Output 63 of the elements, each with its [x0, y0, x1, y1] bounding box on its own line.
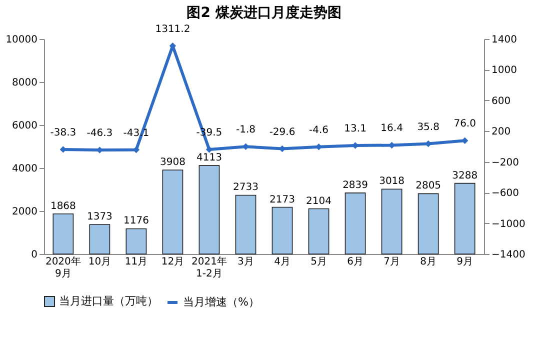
bar: [52, 213, 74, 254]
bar: [126, 228, 147, 254]
data-label: 13.1: [344, 123, 366, 134]
data-label: 2733: [233, 182, 258, 194]
data-label: 76.0: [454, 118, 476, 130]
x-tick-label: 8月: [420, 256, 437, 268]
bar: [454, 182, 476, 254]
x-tick-label: 2021年 1-2月: [192, 256, 227, 280]
y-tick-label: 4000: [12, 164, 38, 174]
data-label: 2839: [342, 180, 368, 191]
y2-tick-label: −600: [492, 188, 519, 200]
data-label: -29.6: [269, 126, 296, 138]
y-tick-label: 0: [31, 250, 38, 260]
bar: [308, 208, 330, 254]
bar: [89, 224, 110, 254]
y-tick-label: 10000: [6, 34, 38, 46]
data-label: 4113: [196, 152, 222, 164]
bar: [235, 194, 256, 254]
data-label: 3288: [452, 170, 478, 182]
chart-title: 图2 煤炭进口月度走势图: [186, 4, 342, 21]
x-tick-label: 6月: [347, 256, 364, 268]
y2-tick-label: −200: [492, 157, 519, 168]
y2-tick-label: 1400: [492, 34, 517, 46]
y-tick-label: 6000: [12, 120, 38, 132]
bar: [381, 188, 402, 254]
legend-label: 当月增速（%）: [183, 296, 260, 308]
data-label: 3018: [379, 176, 405, 188]
x-tick-label: 10月: [88, 256, 112, 268]
x-tick-label: 2020年 9月: [45, 256, 81, 280]
data-label: 1176: [123, 216, 149, 227]
y2-tick-label: 1000: [492, 65, 517, 76]
bar: [198, 165, 220, 254]
data-label: 35.8: [417, 122, 440, 133]
data-label: 1868: [50, 200, 76, 212]
x-tick-label: 3月: [238, 256, 254, 268]
y-tick-label: 2000: [12, 206, 38, 218]
y2-tick-label: −1000: [492, 218, 526, 230]
x-tick-label: 5月: [310, 256, 327, 268]
bar: [272, 206, 293, 254]
legend-label: 当月进口量（万吨）: [59, 294, 158, 308]
data-label: 1373: [86, 211, 112, 222]
y2-tick-label: 600: [492, 96, 511, 107]
x-tick-label: 11月: [124, 256, 148, 268]
y-tick-label: 8000: [12, 78, 38, 88]
data-label: -4.6: [309, 124, 329, 136]
data-label: 16.4: [380, 123, 403, 134]
x-tick-label: 4月: [274, 256, 290, 268]
data-label: -38.3: [50, 127, 76, 138]
data-label: -46.3: [86, 128, 113, 140]
data-label: 3908: [160, 156, 186, 168]
data-label: 2104: [306, 196, 332, 207]
y2-tick-label: 200: [492, 126, 511, 138]
x-tick-label: 7月: [384, 256, 400, 268]
x-tick-label: 12月: [161, 256, 184, 268]
data-label: -1.8: [236, 124, 256, 136]
data-label: 2805: [416, 180, 442, 192]
bar: [418, 193, 439, 254]
data-label: 2173: [270, 194, 295, 206]
bar: [344, 192, 366, 254]
bar: [162, 170, 184, 254]
x-tick-label: 9月: [456, 256, 474, 268]
y2-tick-label: −1400: [492, 250, 526, 260]
data-label: 1311.2: [155, 24, 190, 35]
